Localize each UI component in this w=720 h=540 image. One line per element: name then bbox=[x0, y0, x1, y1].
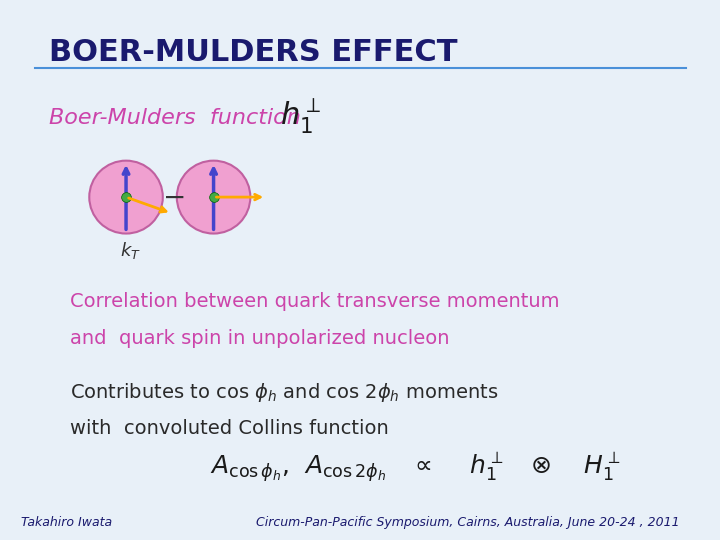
Text: Circum-Pan-Pacific Symposium, Cairns, Australia, June 20-24 , 2011: Circum-Pan-Pacific Symposium, Cairns, Au… bbox=[256, 516, 679, 529]
Text: Correlation between quark transverse momentum: Correlation between quark transverse mom… bbox=[70, 292, 559, 310]
Text: Contributes to cos $\phi_h$ and cos $2\phi_h$ moments: Contributes to cos $\phi_h$ and cos $2\p… bbox=[70, 381, 498, 404]
Text: BOER-MULDERS EFFECT: BOER-MULDERS EFFECT bbox=[49, 38, 457, 67]
Text: and  quark spin in unpolarized nucleon: and quark spin in unpolarized nucleon bbox=[70, 329, 449, 348]
Text: $A_{\cos\phi_h}$,  $A_{\cos 2\phi_h}$   $\propto$    $h_1^{\perp}$   $\otimes$  : $A_{\cos\phi_h}$, $A_{\cos 2\phi_h}$ $\p… bbox=[210, 451, 621, 485]
Text: Takahiro Iwata: Takahiro Iwata bbox=[21, 516, 112, 529]
Text: $h_1^{\perp}$: $h_1^{\perp}$ bbox=[280, 97, 322, 136]
Text: $k_T$: $k_T$ bbox=[120, 240, 140, 261]
Ellipse shape bbox=[177, 161, 251, 233]
Text: Boer-Mulders  function: Boer-Mulders function bbox=[49, 108, 301, 128]
Ellipse shape bbox=[89, 161, 163, 233]
Text: with  convoluted Collins function: with convoluted Collins function bbox=[70, 418, 389, 437]
Text: $-$: $-$ bbox=[162, 183, 184, 211]
